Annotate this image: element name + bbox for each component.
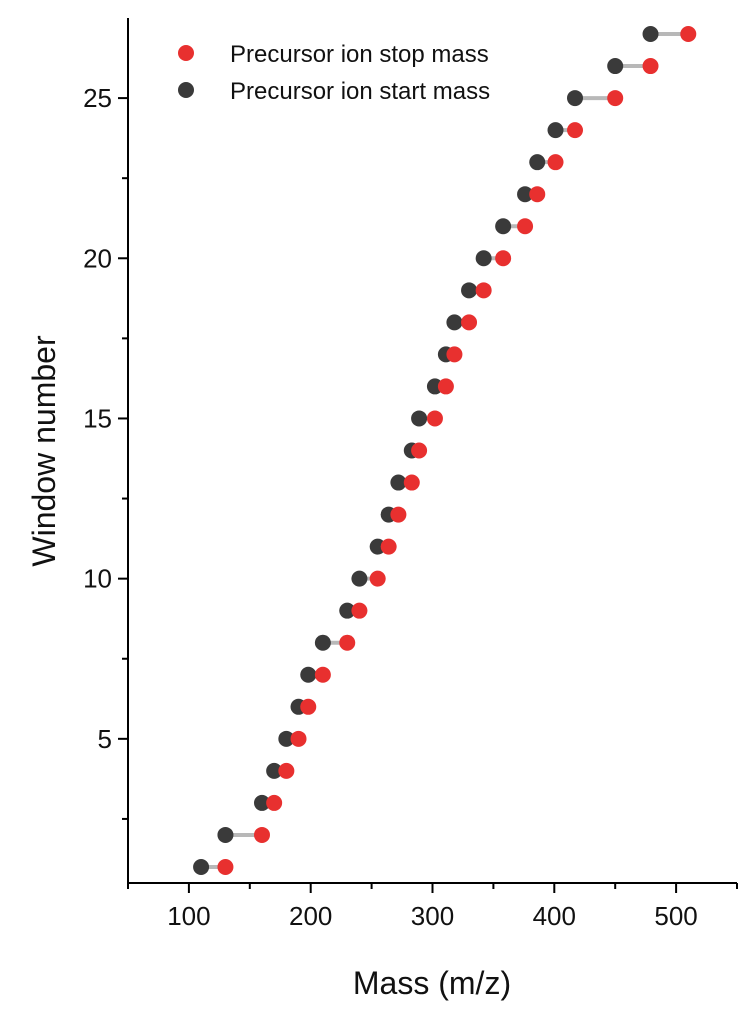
legend-marker-stop — [178, 45, 194, 61]
stop-mass-point — [642, 58, 659, 75]
stop-mass-point — [403, 474, 420, 491]
start-mass-point — [351, 570, 368, 587]
start-mass-point — [547, 122, 564, 139]
stop-mass-point — [253, 826, 270, 843]
stop-mass-point — [495, 250, 512, 267]
axes: 100 200 300 400 500 5 10 15 20 25 — [83, 18, 738, 931]
stop-mass-point — [217, 858, 234, 875]
start-mass-point — [426, 378, 443, 395]
start-mass-point — [266, 762, 283, 779]
legend-label-start: Precursor ion start mass — [230, 78, 490, 105]
start-mass-point — [567, 90, 584, 107]
start-mass-point — [193, 858, 210, 875]
y-axis-title: Window number — [26, 335, 62, 567]
start-mass-point — [529, 154, 546, 171]
start-mass-point — [446, 314, 463, 331]
stop-mass-point — [390, 506, 407, 523]
start-mass-point — [339, 602, 356, 619]
stop-mass-point — [475, 282, 492, 299]
stop-mass-point — [426, 410, 443, 427]
stop-mass-point — [547, 154, 564, 171]
x-tick-label: 300 — [411, 901, 454, 931]
stop-mass-point — [529, 186, 546, 203]
start-mass-point — [517, 186, 534, 203]
legend: Precursor ion stop mass Precursor ion st… — [178, 41, 490, 105]
x-tick-label: 200 — [289, 901, 332, 931]
x-tick-label: 400 — [533, 901, 576, 931]
stop-mass-point — [351, 602, 368, 619]
y-tick-label: 15 — [83, 403, 112, 433]
data-points — [193, 26, 697, 875]
x-axis-title: Mass (m/z) — [353, 965, 511, 1001]
stop-mass-point — [461, 314, 478, 331]
start-mass-point — [217, 826, 234, 843]
stop-mass-point — [278, 762, 295, 779]
stop-mass-point — [517, 218, 534, 235]
y-tick-label: 5 — [98, 724, 112, 754]
stop-mass-point — [290, 730, 307, 747]
stop-mass-point — [339, 634, 356, 651]
start-mass-point — [369, 538, 386, 555]
x-tick-label: 100 — [167, 901, 210, 931]
x-tick-label: 500 — [654, 901, 697, 931]
start-mass-point — [607, 58, 624, 75]
start-mass-point — [642, 26, 659, 43]
stop-mass-point — [369, 570, 386, 587]
stop-mass-point — [680, 26, 697, 43]
start-mass-point — [390, 474, 407, 491]
start-mass-point — [411, 410, 428, 427]
stop-mass-point — [437, 378, 454, 395]
start-mass-point — [253, 794, 270, 811]
legend-marker-start — [178, 82, 194, 98]
y-tick-label: 10 — [83, 564, 112, 594]
start-mass-point — [461, 282, 478, 299]
stop-mass-point — [411, 442, 428, 459]
start-mass-point — [314, 634, 331, 651]
stop-mass-point — [607, 90, 624, 107]
start-mass-point — [278, 730, 295, 747]
stop-mass-point — [567, 122, 584, 139]
start-mass-point — [300, 666, 317, 683]
connector-lines — [201, 32, 689, 869]
stop-mass-point — [314, 666, 331, 683]
stop-mass-point — [380, 538, 397, 555]
stop-mass-point — [300, 698, 317, 715]
start-mass-point — [495, 218, 512, 235]
y-tick-label: 20 — [83, 243, 112, 273]
y-tick-label: 25 — [83, 83, 112, 113]
legend-label-stop: Precursor ion stop mass — [230, 41, 489, 68]
stop-mass-point — [266, 794, 283, 811]
start-mass-point — [475, 250, 492, 267]
stop-mass-point — [446, 346, 463, 363]
